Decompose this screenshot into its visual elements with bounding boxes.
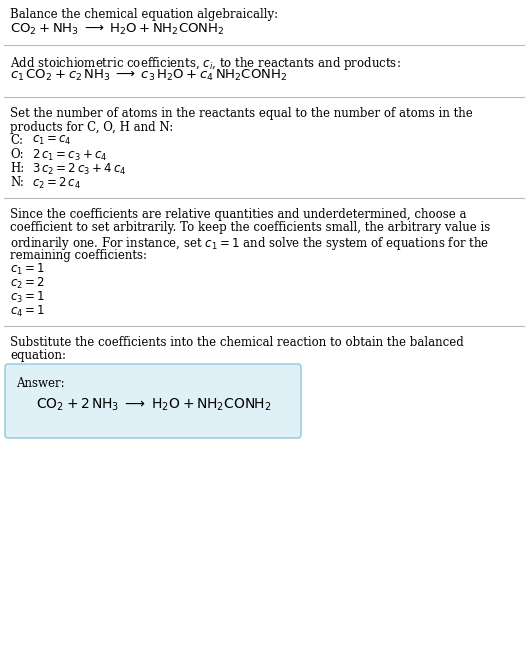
Text: $\mathrm{CO}_2 + 2\,\mathrm{NH}_3 \;\longrightarrow\; \mathrm{H}_2\mathrm{O} + \: $\mathrm{CO}_2 + 2\,\mathrm{NH}_3 \;\lon… — [36, 397, 272, 413]
Text: Substitute the coefficients into the chemical reaction to obtain the balanced: Substitute the coefficients into the che… — [10, 336, 464, 349]
Text: Since the coefficients are relative quantities and underdetermined, choose a: Since the coefficients are relative quan… — [10, 208, 467, 221]
Text: O:: O: — [10, 148, 24, 161]
Text: Answer:: Answer: — [16, 377, 64, 390]
Text: $c_3 = 1$: $c_3 = 1$ — [10, 290, 45, 305]
Text: C:: C: — [10, 134, 23, 147]
Text: $c_1 = c_4$: $c_1 = c_4$ — [32, 134, 72, 147]
FancyBboxPatch shape — [5, 364, 301, 438]
Text: equation:: equation: — [10, 349, 66, 363]
Text: $c_2 = 2$: $c_2 = 2$ — [10, 276, 45, 291]
Text: Balance the chemical equation algebraically:: Balance the chemical equation algebraica… — [10, 8, 278, 21]
Text: $\mathrm{CO}_2 + \mathrm{NH}_3 \;\longrightarrow\; \mathrm{H}_2\mathrm{O} + \mat: $\mathrm{CO}_2 + \mathrm{NH}_3 \;\longri… — [10, 22, 224, 37]
Text: $3\,c_2 = 2\,c_3 + 4\,c_4$: $3\,c_2 = 2\,c_3 + 4\,c_4$ — [32, 162, 126, 177]
Text: $c_1 = 1$: $c_1 = 1$ — [10, 262, 45, 277]
Text: Add stoichiometric coefficients, $c_i$, to the reactants and products:: Add stoichiometric coefficients, $c_i$, … — [10, 55, 401, 72]
Text: Set the number of atoms in the reactants equal to the number of atoms in the: Set the number of atoms in the reactants… — [10, 107, 473, 120]
Text: $2\,c_1 = c_3 + c_4$: $2\,c_1 = c_3 + c_4$ — [32, 148, 108, 163]
Text: remaining coefficients:: remaining coefficients: — [10, 248, 147, 261]
Text: $c_4 = 1$: $c_4 = 1$ — [10, 304, 45, 319]
Text: coefficient to set arbitrarily. To keep the coefficients small, the arbitrary va: coefficient to set arbitrarily. To keep … — [10, 222, 491, 235]
Text: H:: H: — [10, 162, 24, 175]
Text: $c_2 = 2\,c_4$: $c_2 = 2\,c_4$ — [32, 176, 81, 191]
Text: ordinarily one. For instance, set $c_1 = 1$ and solve the system of equations fo: ordinarily one. For instance, set $c_1 =… — [10, 235, 489, 252]
Text: N:: N: — [10, 176, 24, 189]
Text: $c_1\,\mathrm{CO}_2 + c_2\,\mathrm{NH}_3 \;\longrightarrow\; c_3\,\mathrm{H}_2\m: $c_1\,\mathrm{CO}_2 + c_2\,\mathrm{NH}_3… — [10, 68, 287, 83]
Text: products for C, O, H and N:: products for C, O, H and N: — [10, 121, 173, 134]
